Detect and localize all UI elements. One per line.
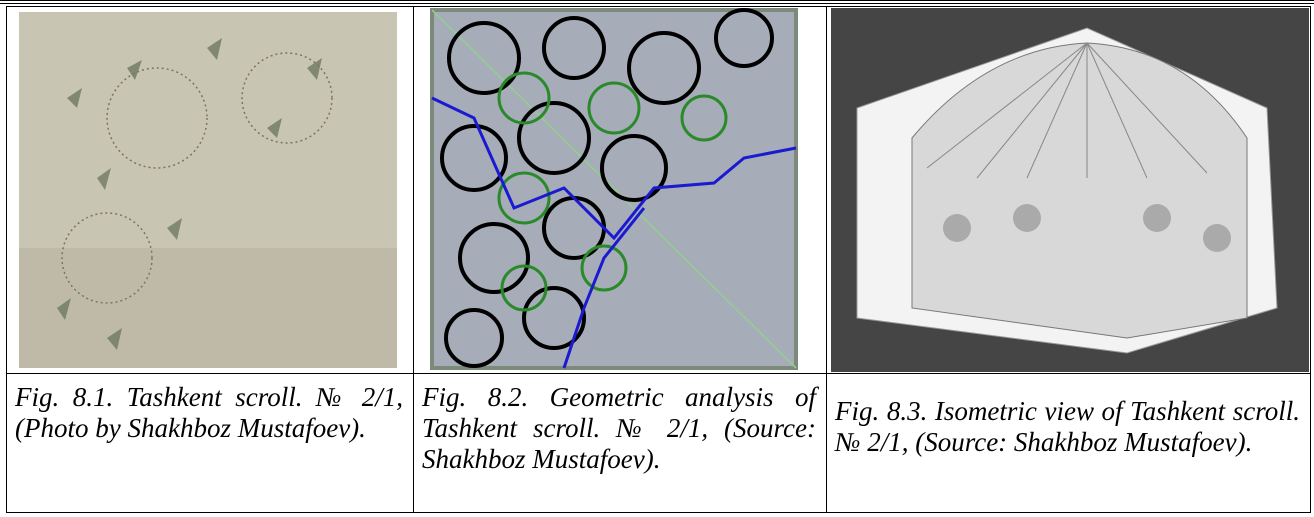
figure-table: Fig. 8.1. Tashkent scroll. № 2/1, (Photo… <box>6 6 1311 513</box>
image-cell <box>413 6 827 374</box>
image-cell <box>6 6 414 374</box>
geometric-analysis <box>430 8 798 370</box>
scroll-photo <box>19 12 397 368</box>
image-cell <box>826 6 1311 374</box>
isometric-view <box>831 8 1309 372</box>
caption: Fig. 8.1. Tashkent scroll. № 2/1, (Photo… <box>15 382 403 443</box>
caption: Fig. 8.3. Isometric view of Tashkent scr… <box>835 396 1300 457</box>
caption-cell: Fig. 8.2. Geometric analysis of Tashkent… <box>413 373 827 513</box>
top-rule <box>0 0 1314 4</box>
caption-cell: Fig. 8.3. Isometric view of Tashkent scr… <box>826 373 1311 513</box>
caption: Fig. 8.2. Geometric analysis of Tashkent… <box>422 382 816 474</box>
caption-cell: Fig. 8.1. Tashkent scroll. № 2/1, (Photo… <box>6 373 414 513</box>
